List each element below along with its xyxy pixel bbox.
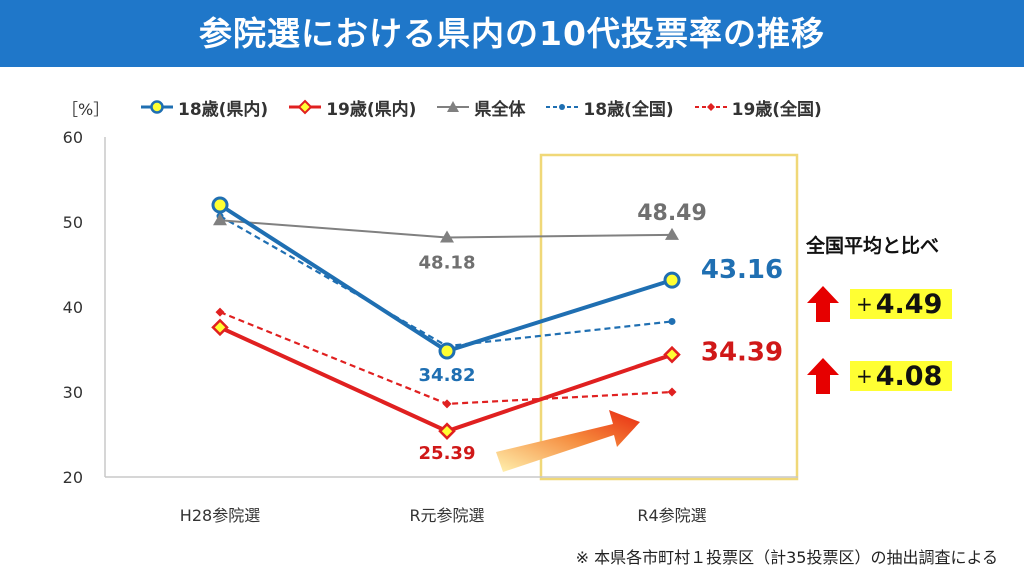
data-point <box>442 399 452 409</box>
data-label: 34.39 <box>701 338 783 368</box>
data-point <box>440 230 454 243</box>
legend-item-18-zenkoku: 18歳(全国) <box>545 95 674 120</box>
y-tick-label: 40 <box>63 298 83 317</box>
y-axis-unit-label: ［%］ <box>62 100 110 119</box>
y-tick-label: 50 <box>63 213 83 232</box>
x-tick-label: R元参院選 <box>409 506 484 525</box>
data-point <box>211 196 229 214</box>
comparison-item-19: + 4.08 <box>806 356 953 396</box>
dot-dashed-line-icon <box>546 104 579 110</box>
legend-item-19-kennai: 19歳(県内) <box>288 95 416 120</box>
data-label: 34.82 <box>419 365 476 386</box>
footnote: ※ 本県各市町村１投票区（計35投票区）の抽出調査による <box>575 548 998 567</box>
x-tick-label: H28参院選 <box>180 506 260 525</box>
series-line <box>218 203 673 354</box>
data-point <box>215 307 225 317</box>
data-point <box>663 345 681 364</box>
diamond-marker-line-icon <box>289 99 322 115</box>
legend-label: 19歳(全国) <box>731 99 822 120</box>
data-point <box>668 317 676 325</box>
highlight-box <box>539 153 799 481</box>
up-arrow-icon <box>807 286 839 322</box>
chart-legend: 18歳(県内) 19歳(県内) 県全体 18歳(全国) 19歳(全国) <box>140 94 842 120</box>
legend-item-19-zenkoku: 19歳(全国) <box>694 95 822 120</box>
difference-badge: + 4.49 <box>850 288 953 320</box>
circle-marker-line-icon <box>141 100 173 114</box>
diamond-dashed-line-icon <box>694 103 727 111</box>
up-arrow-icon <box>807 358 839 394</box>
legend-label: 19歳(県内) <box>326 99 417 120</box>
data-point <box>667 387 677 397</box>
difference-value: 4.08 <box>875 360 943 392</box>
page-title: 参院選における県内の10代投票率の推移 <box>0 0 1024 67</box>
legend-label: 県全体 <box>474 99 526 120</box>
plus-sign: + <box>856 292 873 316</box>
difference-badge: + 4.08 <box>850 360 953 392</box>
y-tick-label: 30 <box>63 383 83 402</box>
legend-label: 18歳(県内) <box>178 99 269 120</box>
y-tick-label: 60 <box>63 128 83 147</box>
legend-item-18-kennai: 18歳(県内) <box>140 95 268 120</box>
data-point <box>213 213 227 226</box>
plus-sign: + <box>856 364 873 388</box>
triangle-marker-line-icon <box>437 101 470 112</box>
data-point <box>438 342 456 360</box>
legend-label: 18歳(全国) <box>583 99 674 120</box>
trend-arrow-icon <box>496 410 640 472</box>
data-point <box>665 227 679 240</box>
data-point <box>211 318 229 337</box>
data-label: 48.49 <box>637 201 707 226</box>
data-label: 43.16 <box>701 255 783 285</box>
data-point <box>663 271 681 289</box>
x-tick-label: R4参院選 <box>637 506 706 525</box>
y-tick-label: 20 <box>63 468 83 487</box>
data-label: 48.18 <box>419 252 476 273</box>
legend-item-kenzentai: 県全体 <box>436 95 525 120</box>
comparison-title: 全国平均と比べ <box>806 235 940 257</box>
difference-value: 4.49 <box>875 288 943 320</box>
comparison-item-18: + 4.49 <box>806 284 953 324</box>
data-label: 25.39 <box>419 443 476 464</box>
data-point <box>438 422 456 440</box>
